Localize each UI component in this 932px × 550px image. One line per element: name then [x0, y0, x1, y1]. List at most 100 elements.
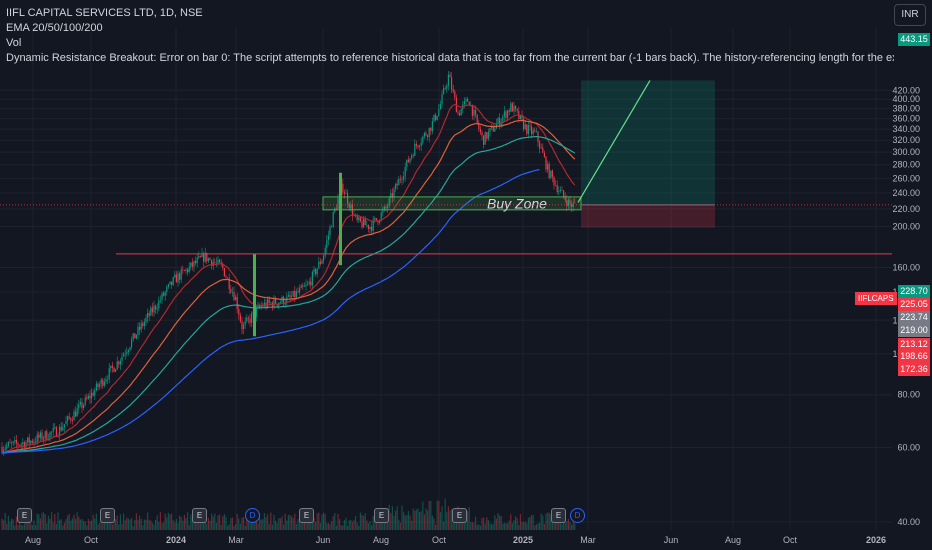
volume-bar: [515, 516, 517, 530]
candle-body: [41, 432, 43, 440]
volume-bar: [230, 518, 232, 530]
candle-body: [492, 126, 494, 132]
currency-button[interactable]: INR: [894, 4, 926, 26]
volume-bar: [316, 513, 318, 530]
candle-body: [214, 262, 216, 263]
dividend-marker[interactable]: D: [570, 508, 585, 523]
volume-bar: [83, 521, 85, 530]
volume-bar: [177, 523, 179, 530]
candle-body: [507, 110, 509, 118]
candle-body: [108, 368, 110, 380]
dividend-marker[interactable]: D: [245, 508, 260, 523]
volume-bar: [175, 519, 177, 530]
earnings-marker[interactable]: E: [100, 508, 115, 523]
volume-bar: [73, 514, 75, 530]
volume-bar: [126, 517, 128, 530]
volume-bar: [527, 517, 529, 530]
earnings-marker[interactable]: E: [192, 508, 207, 523]
candle-body: [374, 218, 376, 220]
candle-body: [180, 269, 182, 280]
volume-bar: [116, 515, 118, 530]
candle-body: [65, 420, 67, 425]
volume-bar: [55, 523, 57, 530]
volume-bar: [6, 523, 8, 530]
volume-bar: [339, 519, 341, 530]
volume-bar: [281, 516, 283, 530]
volume-bar: [81, 519, 83, 530]
earnings-marker[interactable]: E: [17, 508, 32, 523]
candle-body: [289, 295, 291, 298]
volume-bar: [495, 518, 497, 530]
volume-bar: [227, 525, 229, 530]
volume-indicator-label[interactable]: Vol: [6, 37, 22, 49]
chart-legend: IIFL CAPITAL SERVICES LTD, 1D, NSE EMA 2…: [6, 6, 894, 66]
volume-bar: [420, 511, 422, 530]
volume-bar: [220, 525, 222, 530]
ema-indicator-label[interactable]: EMA 20/50/100/200: [6, 22, 103, 34]
candle-body: [491, 126, 493, 129]
volume-bar: [239, 523, 241, 530]
candle-body: [361, 221, 363, 228]
candle-body: [103, 381, 105, 386]
candle-body: [431, 121, 433, 132]
earnings-marker[interactable]: E: [551, 508, 566, 523]
candle-body: [92, 392, 94, 396]
volume-bar: [121, 523, 123, 530]
volume-bar: [279, 518, 281, 530]
earnings-marker[interactable]: E: [452, 508, 467, 523]
volume-bar: [65, 518, 67, 530]
candle-body: [231, 292, 233, 293]
candle-body: [79, 402, 81, 405]
volume-bar: [311, 517, 313, 530]
volume-bar: [332, 516, 334, 530]
volume-bar: [41, 512, 43, 530]
volume-bar: [131, 518, 133, 530]
earnings-marker[interactable]: E: [299, 508, 314, 523]
candle-body: [438, 109, 440, 117]
volume-bar: [529, 516, 531, 530]
candle-body: [486, 132, 488, 139]
volume-bar: [201, 517, 203, 530]
volume-bar: [419, 511, 421, 530]
volume-bar: [196, 520, 198, 530]
candle-body: [566, 200, 568, 207]
volume-bar: [307, 518, 309, 530]
volume-bar: [233, 525, 235, 530]
candle-body: [118, 361, 120, 365]
volume-bar: [436, 500, 438, 530]
volume-bar: [303, 521, 305, 530]
volume-bar: [321, 514, 323, 530]
candle-body: [198, 256, 200, 258]
candle-body: [140, 323, 142, 330]
volume-bar: [399, 522, 401, 530]
volume-bar: [561, 523, 563, 530]
candle-body: [505, 111, 507, 118]
volume-bar: [1, 518, 3, 530]
volume-bar: [67, 515, 69, 530]
volume-bar: [111, 524, 113, 530]
candle-body: [275, 298, 277, 304]
earnings-marker[interactable]: E: [374, 508, 389, 523]
candle-body: [542, 147, 544, 153]
volume-bar: [433, 518, 435, 530]
candle-body: [291, 296, 293, 298]
volume-bar: [335, 525, 337, 530]
symbol-title[interactable]: IIFL CAPITAL SERVICES LTD, 1D, NSE: [6, 7, 203, 19]
volume-bar: [523, 522, 525, 530]
candle-body: [543, 152, 545, 157]
volume-bar: [4, 512, 6, 530]
candle-body: [131, 339, 133, 348]
candle-body: [443, 88, 445, 94]
candle-body: [422, 136, 424, 143]
candle-body: [193, 261, 195, 267]
y-tick-label: 40.00: [897, 517, 920, 527]
candle-body: [446, 85, 448, 89]
volume-bar: [534, 525, 536, 530]
volume-bar: [270, 512, 272, 530]
x-tick-label: 2026: [866, 535, 886, 545]
candle-body: [119, 360, 121, 365]
candle-body: [427, 135, 429, 137]
candle-body: [526, 124, 528, 134]
volume-bar: [207, 517, 209, 530]
